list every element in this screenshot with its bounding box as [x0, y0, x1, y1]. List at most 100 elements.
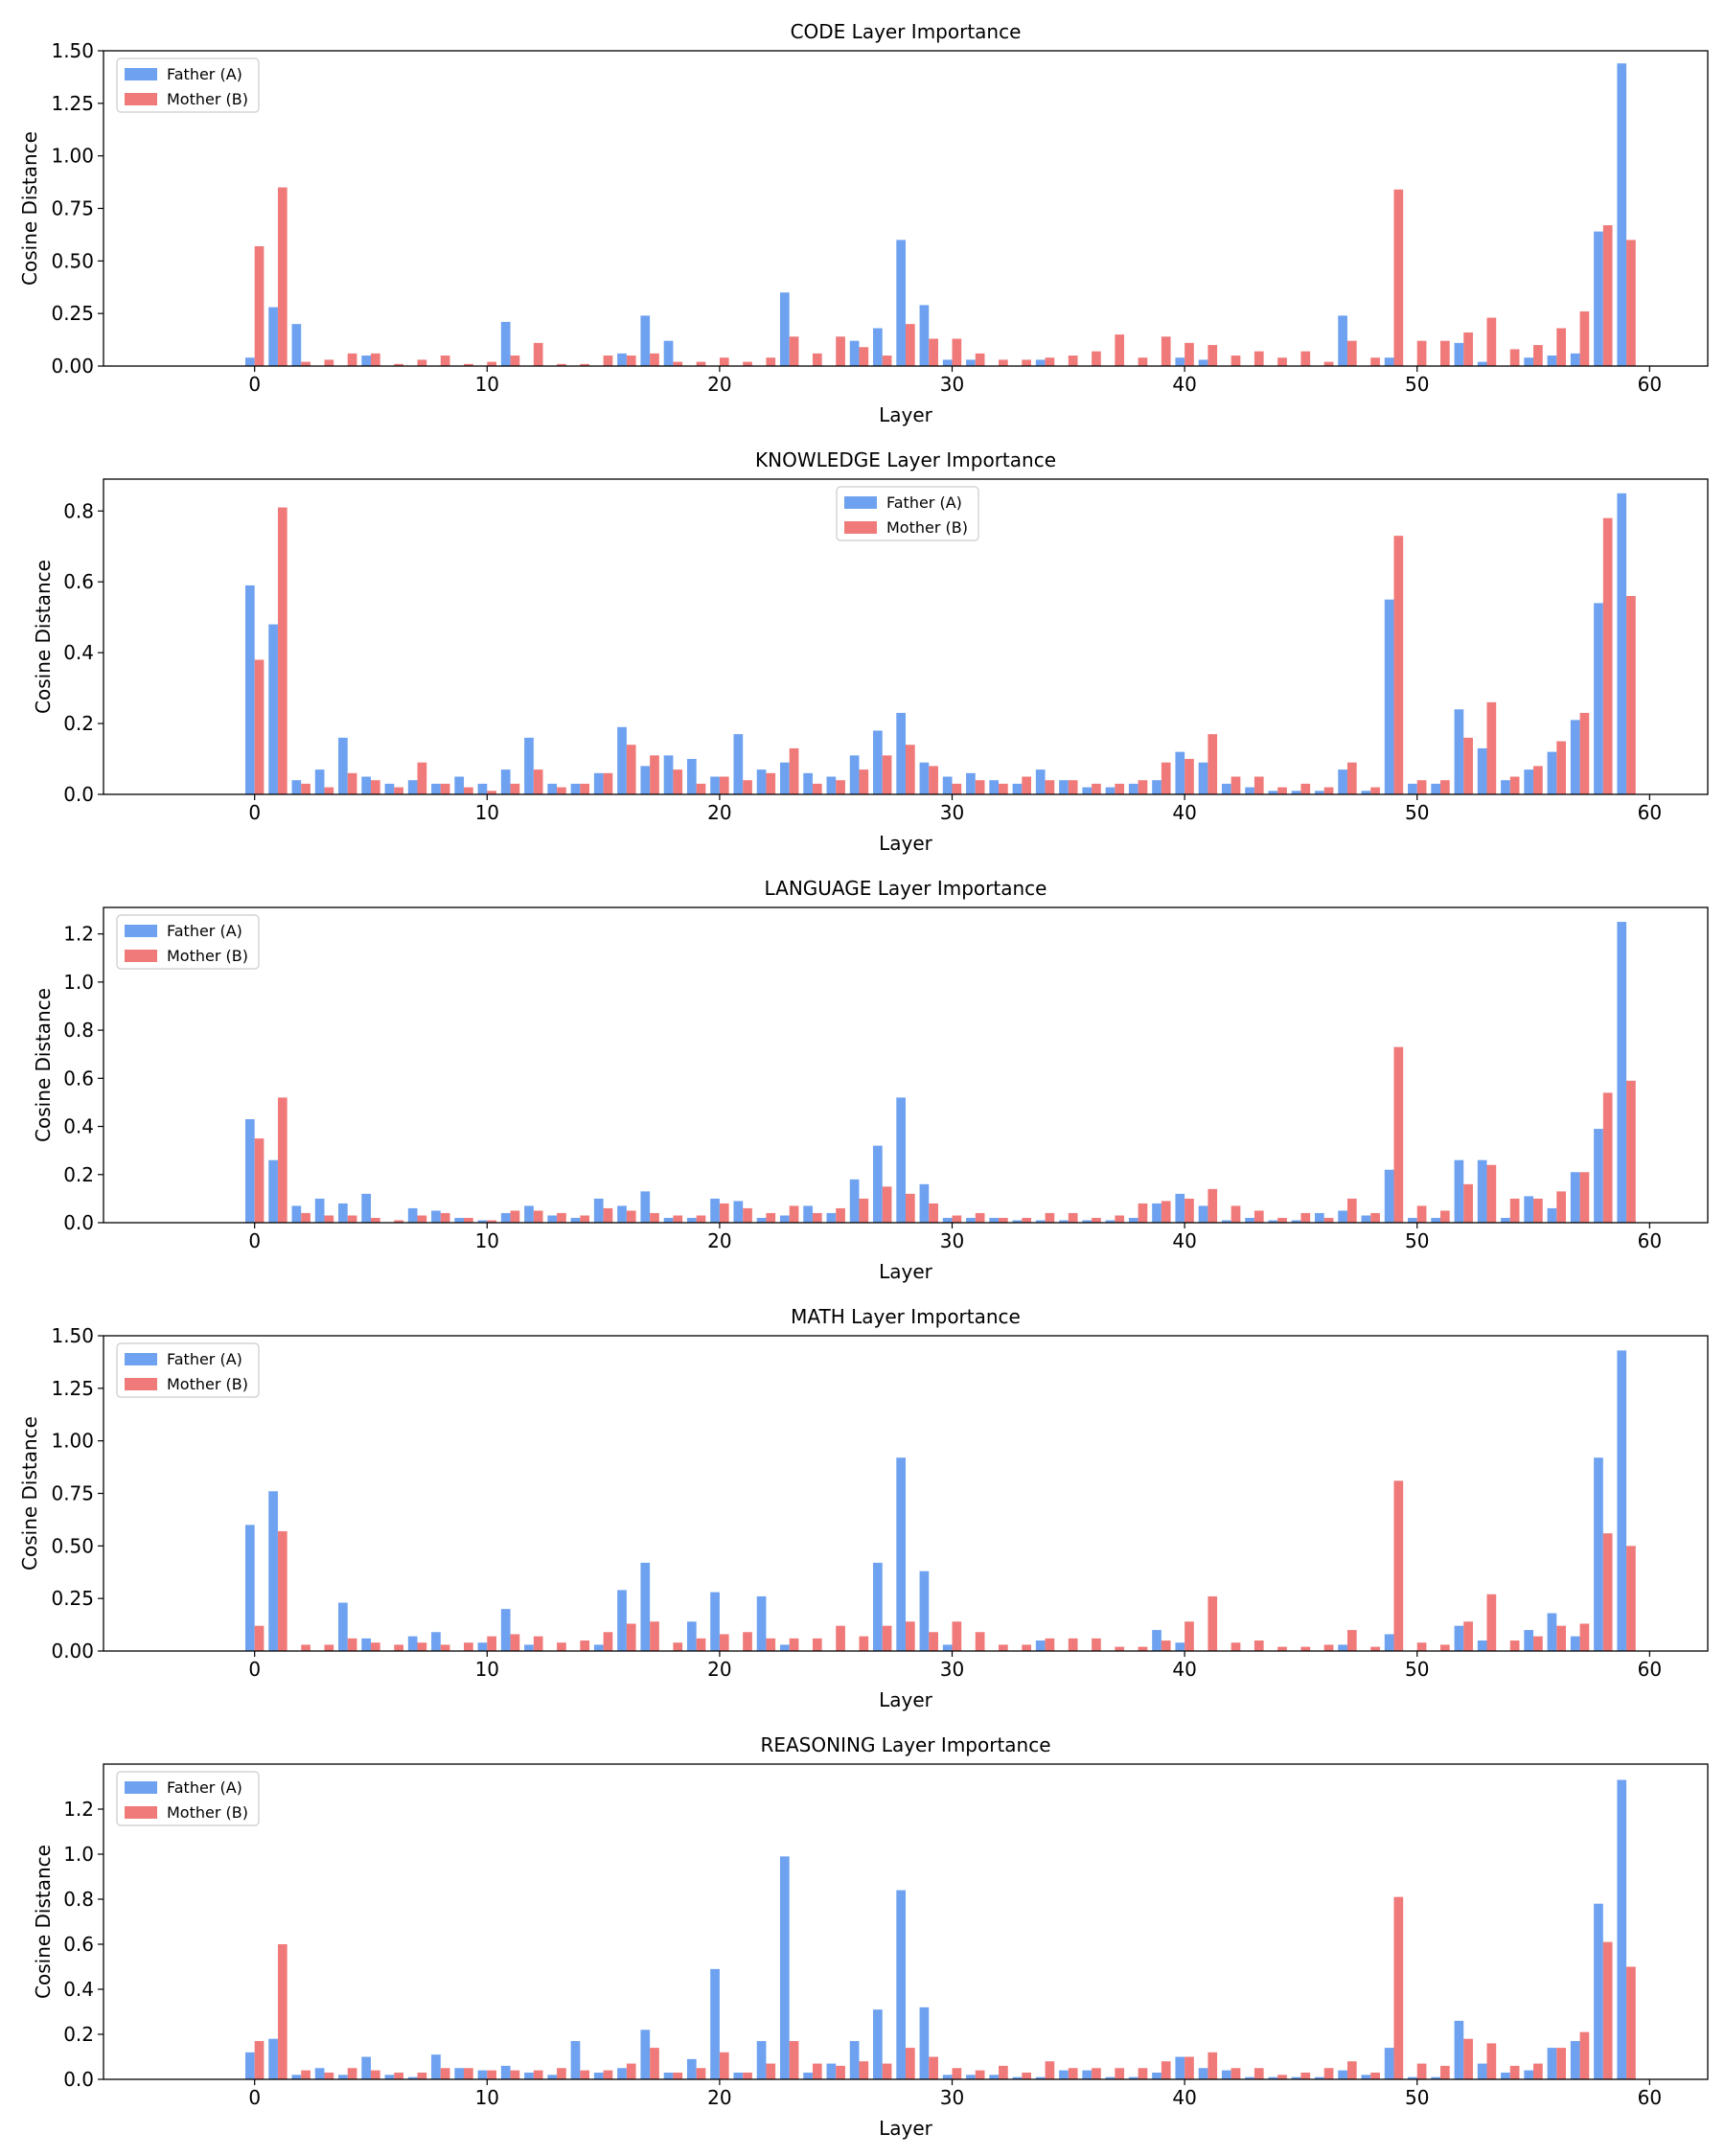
bar-mother-layer-27 [882, 356, 892, 366]
bar-father-layer-56 [1547, 356, 1557, 366]
bar-mother-layer-1 [277, 1944, 288, 2079]
x-tick-label: 50 [1405, 1229, 1429, 1252]
bar-mother-layer-35 [1068, 1212, 1078, 1223]
bar-father-layer-3 [314, 1198, 325, 1223]
bar-father-layer-49 [1384, 599, 1394, 794]
bar-mother-layer-32 [999, 783, 1008, 794]
bar-father-layer-13 [547, 1215, 558, 1223]
bar-mother-layer-17 [650, 1212, 659, 1223]
y-axis-label: Cosine Distance [32, 560, 55, 714]
bar-mother-layer-43 [1254, 1210, 1264, 1223]
bar-mother-layer-1 [277, 1097, 288, 1223]
x-axis-label: Layer [879, 832, 933, 855]
bar-mother-layer-36 [1092, 2068, 1101, 2079]
bar-mother-layer-42 [1230, 356, 1241, 366]
bar-mother-layer-45 [1300, 1646, 1311, 1651]
bar-father-layer-22 [756, 2041, 767, 2079]
bar-mother-layer-50 [1416, 1642, 1427, 1651]
bar-mother-layer-1 [277, 1530, 288, 1651]
y-axis-label: Cosine Distance [18, 131, 41, 286]
bar-father-layer-43 [1245, 787, 1254, 794]
bar-father-layer-27 [873, 1145, 883, 1223]
bar-mother-layer-13 [557, 1212, 566, 1223]
plot-frame [103, 906, 1709, 1224]
x-tick-label: 30 [940, 801, 964, 824]
legend-label-father: Father (A) [167, 1350, 242, 1368]
y-tick-label: 0.2 [63, 1163, 94, 1186]
bar-father-layer-40 [1175, 1193, 1185, 1223]
chart-title: MATH Layer Importance [791, 1305, 1021, 1328]
bar-mother-layer-38 [1138, 780, 1148, 794]
bar-father-layer-0 [244, 585, 255, 794]
bar-mother-layer-7 [417, 2072, 427, 2079]
bar-father-layer-52 [1454, 1625, 1464, 1651]
bar-father-layer-19 [686, 1621, 697, 1651]
bar-father-layer-29 [919, 2007, 930, 2079]
bar-father-layer-29 [919, 1183, 930, 1223]
bar-father-layer-32 [989, 2075, 1000, 2079]
bar-mother-layer-42 [1230, 1205, 1241, 1223]
bar-mother-layer-24 [812, 1212, 822, 1223]
bar-mother-layer-18 [673, 1642, 683, 1651]
bar-father-layer-21 [733, 734, 744, 794]
bar-mother-layer-35 [1068, 780, 1078, 794]
bar-mother-layer-27 [882, 755, 892, 794]
chart-panel-1: 0 10 20 30 40 50 60 0.00 0.25 0.50 0.75 1.00 1.25 1.5… [18, 20, 1709, 426]
bar-mother-layer-29 [929, 766, 938, 794]
bar-mother-layer-14 [580, 783, 590, 794]
bar-father-layer-39 [1152, 780, 1162, 794]
bar-father-layer-49 [1384, 357, 1394, 366]
bar-father-layer-15 [593, 1644, 604, 1651]
bar-mother-layer-38 [1138, 1646, 1148, 1651]
bar-mother-layer-38 [1138, 2068, 1148, 2079]
bar-father-layer-16 [617, 353, 627, 366]
bar-mother-layer-37 [1115, 783, 1125, 794]
bar-father-layer-39 [1152, 1630, 1162, 1651]
bar-father-layer-28 [896, 1890, 906, 2079]
bar-mother-layer-9 [464, 363, 473, 366]
bar-mother-layer-19 [696, 783, 706, 794]
bar-father-layer-9 [454, 776, 465, 794]
y-tick-label: 1.50 [51, 1324, 94, 1347]
x-tick-label: 10 [475, 2086, 499, 2109]
bar-mother-layer-0 [254, 659, 264, 794]
bar-father-layer-20 [710, 1198, 720, 1223]
bar-father-layer-37 [1105, 1220, 1116, 1223]
bar-mother-layer-21 [743, 361, 752, 366]
bar-mother-layer-59 [1626, 1546, 1636, 1651]
x-tick-label: 50 [1405, 373, 1429, 396]
bar-father-layer-47 [1338, 315, 1347, 366]
bar-mother-layer-43 [1254, 776, 1264, 794]
bar-father-layer-47 [1338, 1644, 1347, 1651]
bar-mother-layer-6 [394, 1220, 403, 1223]
bar-mother-layer-54 [1509, 2065, 1520, 2079]
bar-father-layer-57 [1570, 2041, 1580, 2079]
bar-father-layer-59 [1617, 1779, 1627, 2079]
bar-father-layer-35 [1059, 2070, 1069, 2079]
bar-father-layer-7 [407, 1636, 418, 1651]
bar-father-layer-40 [1175, 357, 1185, 366]
x-tick-label: 0 [248, 2086, 261, 2109]
bar-mother-layer-29 [929, 1203, 938, 1223]
y-tick-label: 0.6 [63, 1933, 94, 1956]
bar-mother-layer-42 [1230, 1642, 1241, 1651]
bar-mother-layer-2 [301, 1644, 310, 1651]
bar-father-layer-11 [500, 1212, 511, 1223]
bar-mother-layer-44 [1277, 357, 1287, 366]
bar-father-layer-40 [1175, 1642, 1185, 1651]
bar-father-layer-49 [1384, 1634, 1394, 1651]
bar-mother-layer-8 [440, 2068, 450, 2079]
bar-mother-layer-31 [975, 1632, 985, 1651]
bar-father-layer-13 [547, 2075, 558, 2079]
bar-father-layer-41 [1198, 2068, 1208, 2079]
bar-mother-layer-6 [394, 363, 403, 366]
bar-father-layer-33 [1012, 783, 1023, 794]
bar-father-layer-41 [1198, 762, 1208, 794]
bar-mother-layer-46 [1323, 1217, 1334, 1223]
y-tick-label: 1.0 [63, 1843, 94, 1866]
bar-mother-layer-20 [719, 2052, 729, 2079]
legend: Father (A) Mother (B) [116, 57, 260, 113]
bar-mother-layer-7 [417, 1215, 427, 1223]
bar-father-layer-23 [779, 1644, 790, 1651]
bar-father-layer-44 [1268, 1220, 1278, 1223]
